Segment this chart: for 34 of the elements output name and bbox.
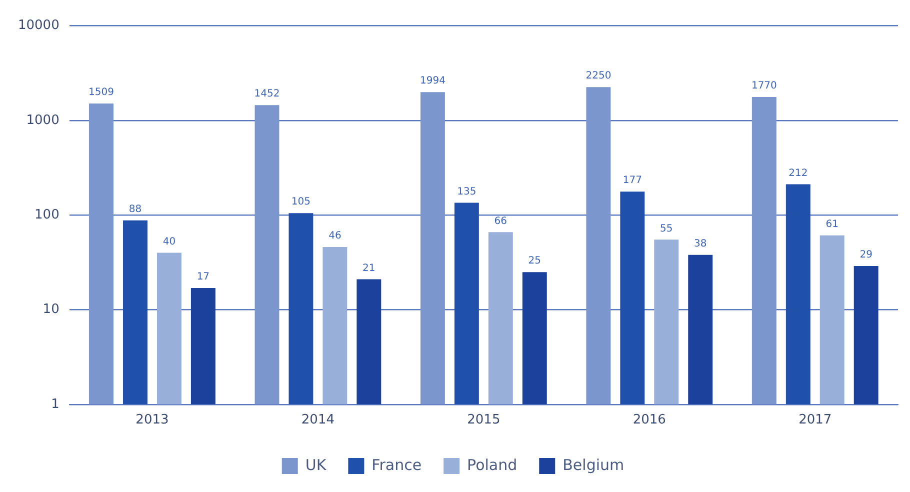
- x-tick-label: 2015: [467, 412, 500, 428]
- y-tick-label: 10000: [18, 18, 60, 34]
- data-label: 1770: [751, 80, 777, 92]
- y-tick-label: 10: [42, 302, 60, 318]
- data-label: 105: [291, 196, 311, 208]
- data-label: 88: [128, 204, 142, 215]
- legend-label: UK: [305, 456, 328, 474]
- data-label: 1509: [88, 87, 114, 98]
- data-label: 61: [826, 219, 838, 230]
- legend-label: France: [372, 456, 422, 474]
- y-tick-label: 1000: [26, 112, 60, 128]
- data-label: 135: [457, 186, 476, 198]
- data-label: 29: [860, 250, 872, 261]
- data-label: 1994: [420, 76, 446, 87]
- legend-label: Belgium: [562, 456, 624, 474]
- legend-label: Poland: [467, 456, 518, 474]
- y-tick-label: 1: [51, 396, 60, 412]
- data-label: 17: [196, 272, 210, 283]
- x-tick-label: 2014: [301, 412, 334, 428]
- x-tick-label: 2017: [798, 412, 832, 428]
- data-label: 212: [788, 168, 808, 179]
- x-tick-label: 2016: [632, 412, 666, 428]
- data-label: 46: [328, 230, 342, 242]
- x-tick-label: 2013: [136, 412, 169, 428]
- data-label: 21: [362, 262, 376, 274]
- data-label: 66: [494, 216, 508, 227]
- data-label: 2250: [586, 70, 612, 82]
- data-label: 40: [162, 236, 176, 248]
- data-label: 55: [660, 223, 673, 234]
- data-label: 1452: [254, 88, 280, 100]
- y-tick-label: 100: [34, 207, 60, 222]
- data-label: 177: [622, 175, 642, 186]
- data-label: 25: [528, 256, 542, 267]
- data-label: 38: [694, 238, 707, 250]
